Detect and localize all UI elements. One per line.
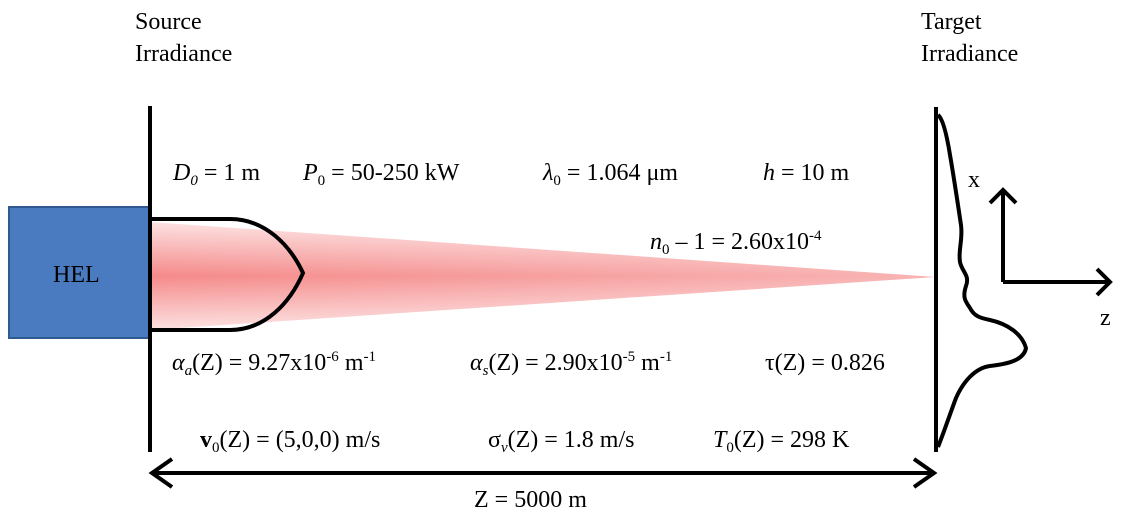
transmittance-param: τ(Z) = 0.826: [765, 350, 885, 376]
refractivity-param: n0 – 1 = 2.60x10-4: [650, 228, 822, 258]
laser-label: HEL: [53, 262, 100, 288]
scattering-param: αs(Z) = 2.90x10-5 m-1: [470, 349, 673, 379]
aperture-param: D0 = 1 m: [173, 160, 261, 189]
source-irradiance-profile: [150, 217, 306, 332]
z-axis-arrowhead: [1095, 267, 1113, 297]
x-axis-label: x: [968, 167, 980, 193]
absorption-param: αa(Z) = 9.27x10-6 m-1: [172, 349, 376, 379]
laser-source-box: [8, 206, 151, 339]
wavelength-param: λ0 = 1.064 μm: [543, 160, 678, 189]
source-label-line1: Source: [135, 9, 202, 35]
laser-beam-fade: [150, 222, 935, 330]
temperature-param: T0(Z) = 298 K: [713, 427, 850, 456]
wind-velocity-param: v0(Z) = (5,0,0) m/s: [200, 427, 381, 456]
distance-arrow-right-head: [912, 457, 938, 489]
distance-arrow: [148, 457, 938, 489]
source-irradiance-label: Source Irradiance: [135, 6, 232, 71]
target-irradiance-label: Target Irradiance: [921, 6, 1018, 71]
target-irradiance-profile: [936, 113, 1029, 448]
power-param: P0 = 50-250 kW: [303, 160, 460, 189]
source-label-line2: Irradiance: [135, 41, 233, 68]
height-param: h = 10 m: [763, 160, 850, 186]
distance-label: Z = 5000 m: [474, 487, 587, 513]
target-label-line1: Target: [921, 9, 982, 35]
wind-std-param: σv(Z) = 1.8 m/s: [488, 427, 635, 456]
distance-arrow-left-head: [148, 457, 174, 489]
coordinate-axes: [988, 187, 1113, 297]
x-axis-arrowhead: [988, 187, 1018, 205]
target-label-line2: Irradiance: [921, 41, 1019, 68]
z-axis-label: z: [1100, 305, 1111, 331]
